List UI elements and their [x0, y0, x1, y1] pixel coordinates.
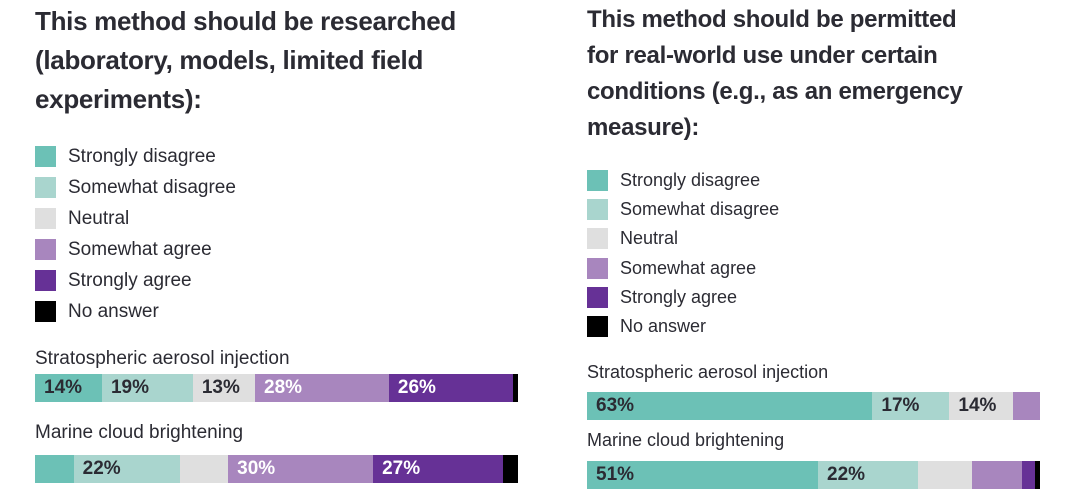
bar-segment: 22%: [73, 455, 180, 483]
legend-item: Somewhat agree: [35, 234, 236, 265]
title-line: This method should be researched: [35, 6, 456, 36]
data-label: 30%: [237, 458, 276, 479]
legend-label: Strongly agree: [620, 286, 738, 307]
legend-swatch: [35, 301, 56, 322]
bar-segment: [1021, 461, 1036, 489]
bar-segment: [35, 455, 74, 483]
bar-segment: [513, 374, 518, 402]
legend-label: Strongly disagree: [68, 145, 216, 167]
title-line: measure):: [587, 114, 700, 141]
stacked-bar: 14% 19% 13% 28% 26%: [35, 374, 518, 402]
data-label: 14%: [958, 395, 997, 416]
legend-swatch: [587, 316, 608, 338]
legend-label: Somewhat disagree: [68, 176, 236, 198]
legend-label: Strongly agree: [68, 269, 192, 291]
data-label: 26%: [397, 377, 436, 398]
legend-swatch: [587, 286, 608, 308]
bar-segment: [503, 455, 518, 483]
legend-item: Somewhat agree: [587, 254, 779, 283]
stacked-bar: 51% 22%: [587, 461, 1040, 489]
legend: Strongly disagree Somewhat disagree Neutra…: [587, 166, 779, 341]
legend-item: Neutral: [35, 203, 236, 234]
legend-label: Somewhat disagree: [620, 199, 780, 220]
bar-segment: 13%: [192, 374, 256, 402]
title-line: for real-world use under certain: [587, 42, 938, 69]
legend-swatch: [35, 270, 56, 291]
legend-item: Strongly disagree: [35, 141, 236, 172]
bar-segment: 14%: [35, 374, 102, 402]
data-label: 13%: [201, 377, 240, 398]
stacked-bar: 63% 17% 14%: [587, 392, 1040, 420]
category-label: Marine cloud brightening: [35, 422, 244, 443]
chart-panel-permitted: This method should be permitted for real…: [587, 0, 1047, 489]
data-label: 22%: [827, 464, 866, 485]
legend-swatch: [35, 208, 56, 229]
legend-label: No answer: [68, 300, 159, 322]
legend-item: No answer: [587, 312, 779, 341]
stacked-bar: 22% 30% 27%: [35, 455, 518, 483]
legend-item: Strongly disagree: [587, 166, 779, 195]
legend-label: No answer: [620, 316, 707, 337]
legend-swatch: [587, 170, 608, 192]
bar-segment: 17%: [872, 392, 950, 420]
bar-segment: [1012, 392, 1040, 420]
legend-item: Neutral: [587, 224, 779, 253]
bar-segment: 26%: [388, 374, 514, 402]
legend-label: Somewhat agree: [620, 257, 757, 278]
bar-row: Marine cloud brightening 22% 30% 27%: [35, 422, 518, 483]
data-label: 14%: [44, 377, 83, 398]
legend-label: Neutral: [68, 207, 130, 229]
legend-item: Somewhat disagree: [35, 172, 236, 203]
bar-segment: [917, 461, 973, 489]
bar-segment: [179, 455, 229, 483]
data-label: 51%: [596, 464, 635, 485]
title-line: This method should be permitted: [587, 6, 957, 33]
legend-swatch: [587, 228, 608, 250]
bar-segment: 27%: [373, 455, 504, 483]
data-label: 19%: [110, 377, 149, 398]
legend: Strongly disagree Somewhat disagree Neutra…: [35, 141, 236, 327]
data-label: 22%: [82, 458, 121, 479]
bar-segment: 63%: [587, 392, 873, 420]
category-label: Marine cloud brightening: [587, 430, 785, 450]
legend-label: Neutral: [620, 228, 679, 249]
legend-item: Strongly agree: [35, 265, 236, 296]
legend-label: Strongly disagree: [620, 170, 761, 191]
legend-label: Somewhat agree: [68, 238, 212, 260]
bar-row: Marine cloud brightening 51% 22%: [587, 430, 1040, 489]
legend-item: No answer: [35, 296, 236, 327]
data-label: 28%: [264, 377, 303, 398]
title-line: experiments):: [35, 84, 202, 114]
legend-swatch: [35, 239, 56, 260]
bar-segment: 51%: [587, 461, 819, 489]
legend-swatch: [587, 199, 608, 221]
chart-panel-researched: This method should be researched (labora…: [35, 0, 525, 483]
category-label: Stratospheric aerosol injection: [35, 348, 290, 369]
bar-segment: 14%: [949, 392, 1013, 420]
bar-row: Stratospheric aerosol injection 14% 19% 13…: [35, 348, 518, 402]
legend-swatch: [35, 177, 56, 198]
title-line: (laboratory, models, limited field: [35, 45, 424, 75]
data-label: 17%: [881, 395, 920, 416]
chart-title: This method should be researched (labora…: [35, 2, 525, 119]
legend-item: Somewhat disagree: [587, 195, 779, 224]
bar-segment: [1035, 461, 1040, 489]
legend-swatch: [587, 257, 608, 279]
title-line: conditions (e.g., as an emergency: [587, 78, 963, 105]
bar-segment: 19%: [101, 374, 193, 402]
bar-segment: 28%: [255, 374, 389, 402]
data-label: 27%: [382, 458, 421, 479]
bar-segment: [972, 461, 1022, 489]
legend-swatch: [35, 146, 56, 167]
bar-segment: 30%: [228, 455, 374, 483]
chart-title: This method should be permitted for real…: [587, 2, 1047, 146]
bar-segment: 22%: [818, 461, 918, 489]
bar-row: Stratospheric aerosol injection 63% 17% 14…: [587, 362, 1040, 420]
category-label: Stratospheric aerosol injection: [587, 362, 829, 382]
legend-item: Strongly agree: [587, 283, 779, 312]
data-label: 63%: [596, 395, 635, 416]
